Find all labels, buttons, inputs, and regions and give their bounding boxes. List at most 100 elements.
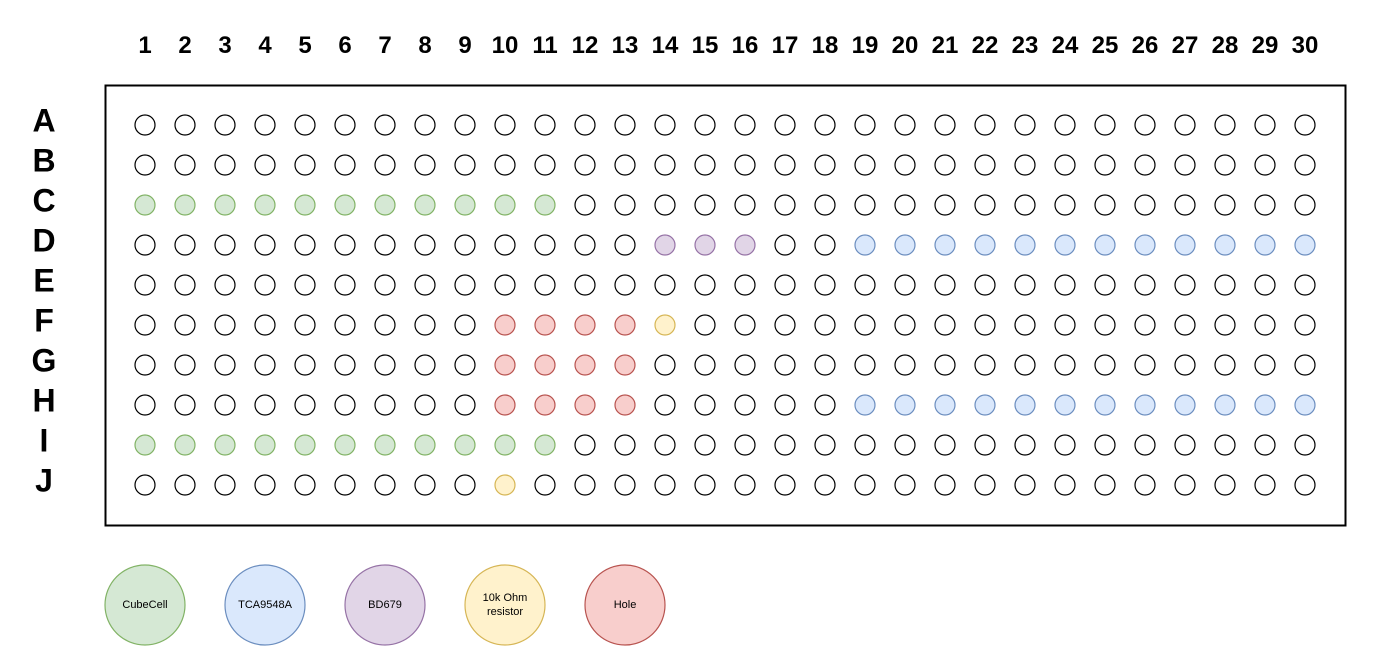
hole-hole-F13 (614, 314, 636, 336)
hole-E1 (134, 274, 156, 296)
hole-J1 (134, 474, 156, 496)
hole-A24 (1054, 114, 1076, 136)
hole-A30 (1294, 114, 1316, 136)
hole-J23 (1014, 474, 1036, 496)
hole-E17 (774, 274, 796, 296)
hole-D13 (614, 234, 636, 256)
tca9548a-hole-D20 (894, 234, 916, 256)
hole-E23 (1014, 274, 1036, 296)
row-label: E (33, 262, 54, 298)
hole-J28 (1214, 474, 1236, 496)
hole-A6 (334, 114, 356, 136)
hole-F9 (454, 314, 476, 336)
hole-F25 (1094, 314, 1116, 336)
hole-G18 (814, 354, 836, 376)
hole-H7 (374, 394, 396, 416)
hole-C12 (574, 194, 596, 216)
column-label: 16 (732, 32, 759, 59)
column-label: 25 (1092, 32, 1119, 59)
hole-G25 (1094, 354, 1116, 376)
hole-A3 (214, 114, 236, 136)
bd679-hole-D14 (654, 234, 676, 256)
hole-J15 (694, 474, 716, 496)
hole-F3 (214, 314, 236, 336)
hole-I30 (1294, 434, 1316, 456)
tca9548a-hole-H28 (1214, 394, 1236, 416)
tca9548a-hole-H29 (1254, 394, 1276, 416)
hole-C17 (774, 194, 796, 216)
hole-E8 (414, 274, 436, 296)
cubecell-hole-I9 (454, 434, 476, 456)
column-label: 30 (1292, 32, 1319, 59)
tca9548a-hole-H26 (1134, 394, 1156, 416)
hole-B4 (254, 154, 276, 176)
hole-G22 (974, 354, 996, 376)
hole-B22 (974, 154, 996, 176)
hole-J12 (574, 474, 596, 496)
hole-E28 (1214, 274, 1236, 296)
hole-H4 (254, 394, 276, 416)
legend-label: CubeCell (122, 599, 167, 611)
hole-F17 (774, 314, 796, 336)
row-label: B (32, 142, 55, 178)
tca9548a-hole-H23 (1014, 394, 1036, 416)
hole-B7 (374, 154, 396, 176)
hole-G8 (414, 354, 436, 376)
hole-E12 (574, 274, 596, 296)
hole-J7 (374, 474, 396, 496)
hole-B3 (214, 154, 236, 176)
tca9548a-hole-H25 (1094, 394, 1116, 416)
cubecell-hole-I2 (174, 434, 196, 456)
hole-G4 (254, 354, 276, 376)
hole-C22 (974, 194, 996, 216)
column-label: 20 (892, 32, 919, 59)
hole-E26 (1134, 274, 1156, 296)
hole-B23 (1014, 154, 1036, 176)
tca9548a-hole-H19 (854, 394, 876, 416)
hole-J24 (1054, 474, 1076, 496)
hole-G30 (1294, 354, 1316, 376)
hole-E27 (1174, 274, 1196, 296)
hole-F29 (1254, 314, 1276, 336)
column-label: 1 (138, 32, 151, 59)
hole-E20 (894, 274, 916, 296)
cubecell-hole-C11 (534, 194, 556, 216)
legend-swatch-resistor (464, 564, 546, 646)
hole-I23 (1014, 434, 1036, 456)
cubecell-hole-I10 (494, 434, 516, 456)
hole-J6 (334, 474, 356, 496)
column-label: 8 (418, 32, 431, 59)
hole-A1 (134, 114, 156, 136)
cubecell-hole-C5 (294, 194, 316, 216)
hole-H18 (814, 394, 836, 416)
hole-G19 (854, 354, 876, 376)
hole-H17 (774, 394, 796, 416)
hole-J14 (654, 474, 676, 496)
legend-swatch-hole (584, 564, 666, 646)
hole-J19 (854, 474, 876, 496)
hole-A28 (1214, 114, 1236, 136)
hole-B19 (854, 154, 876, 176)
hole-F7 (374, 314, 396, 336)
hole-E15 (694, 274, 716, 296)
hole-F28 (1214, 314, 1236, 336)
hole-F1 (134, 314, 156, 336)
column-label: 15 (692, 32, 719, 59)
tca9548a-hole-D23 (1014, 234, 1036, 256)
hole-A8 (414, 114, 436, 136)
hole-H5 (294, 394, 316, 416)
hole-hole-G10 (494, 354, 516, 376)
row-label: C (32, 182, 55, 218)
cubecell-hole-C7 (374, 194, 396, 216)
hole-A4 (254, 114, 276, 136)
tca9548a-hole-D26 (1134, 234, 1156, 256)
column-label: 21 (932, 32, 959, 59)
hole-I18 (814, 434, 836, 456)
column-label: 17 (772, 32, 799, 59)
hole-B28 (1214, 154, 1236, 176)
hole-B1 (134, 154, 156, 176)
tca9548a-hole-H20 (894, 394, 916, 416)
hole-B16 (734, 154, 756, 176)
cubecell-hole-C6 (334, 194, 356, 216)
